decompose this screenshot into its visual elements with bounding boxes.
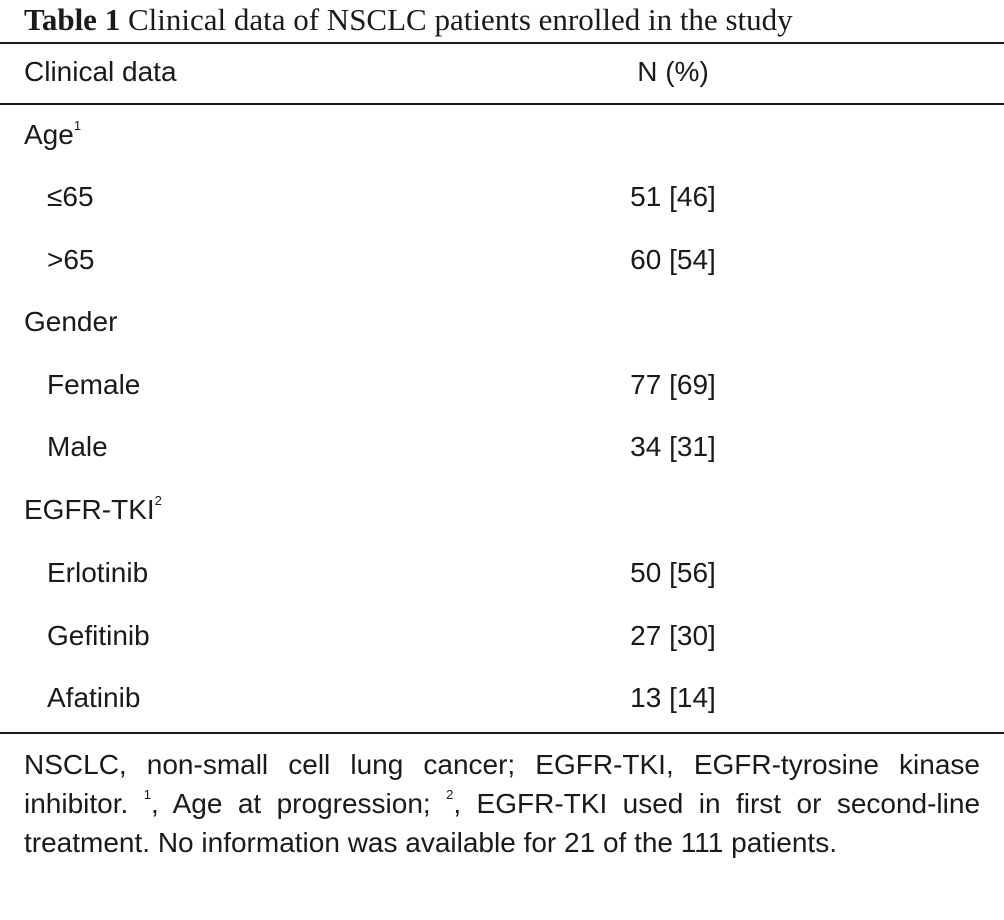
table-caption-text: Clinical data of NSCLC patients enrolled… bbox=[127, 2, 793, 37]
footnote-part1: NSCLC, non-small cell lung cancer; EGFR-… bbox=[24, 749, 980, 819]
row-egfr-tki-sup: 2 bbox=[154, 492, 162, 508]
bottom-rule bbox=[0, 732, 1004, 734]
table-caption: Table 1 Clinical data of NSCLC patients … bbox=[24, 0, 793, 40]
header-clinical-data: Clinical data bbox=[24, 56, 177, 87]
row-afatinib-value: 13 [14] bbox=[630, 682, 716, 713]
row-age-sup: 1 bbox=[73, 117, 82, 133]
row-egfr-tki-text: EGFR-TKI bbox=[24, 494, 155, 525]
row-female-value: 77 [69] bbox=[630, 369, 716, 400]
footnote-part3: , EGFR-TKI used in first or second-line … bbox=[24, 788, 981, 858]
header-n-percent: N (%) bbox=[637, 56, 709, 87]
row-age-le65-label: ≤65 bbox=[47, 181, 94, 212]
row-gefitinib-label: Gefitinib bbox=[47, 620, 150, 651]
row-age-label: Age1 bbox=[24, 115, 81, 155]
footnote-sup1: 1 bbox=[143, 786, 151, 802]
table-footnote: NSCLC, non-small cell lung cancer; EGFR-… bbox=[24, 745, 980, 862]
row-age-le65-value: 51 [46] bbox=[630, 181, 716, 212]
footnote-part2: , Age at progression; bbox=[150, 788, 447, 819]
table-caption-label: Table 1 bbox=[24, 2, 121, 37]
row-age-text: Age bbox=[24, 119, 74, 150]
row-female-label: Female bbox=[47, 369, 141, 400]
row-gender-label: Gender bbox=[24, 306, 118, 337]
row-gefitinib-value: 27 [30] bbox=[630, 620, 716, 651]
header-rule bbox=[0, 103, 1004, 105]
row-erlotinib-label: Erlotinib bbox=[47, 557, 149, 588]
row-erlotinib-value: 50 [56] bbox=[630, 557, 716, 588]
footnote-sup2: 2 bbox=[446, 786, 454, 802]
row-afatinib-label: Afatinib bbox=[47, 682, 141, 713]
row-egfr-tki-label: EGFR-TKI2 bbox=[24, 490, 162, 530]
row-male-label: Male bbox=[47, 431, 108, 462]
top-rule bbox=[0, 42, 1004, 44]
row-age-gt65-value: 60 [54] bbox=[630, 244, 716, 275]
row-male-value: 34 [31] bbox=[630, 431, 716, 462]
row-age-gt65-label: >65 bbox=[47, 244, 95, 275]
